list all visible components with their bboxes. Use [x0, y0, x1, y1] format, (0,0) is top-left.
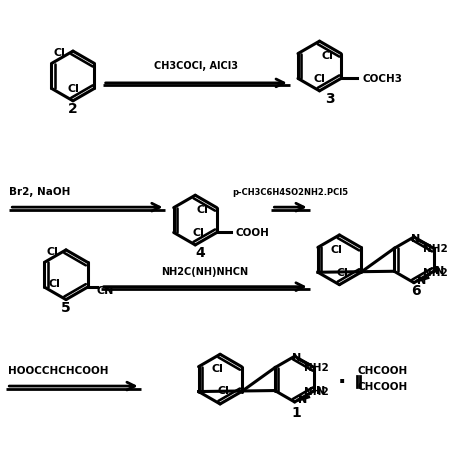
Text: CHCOOH: CHCOOH — [357, 382, 407, 392]
Text: CH3COCl, AlCl3: CH3COCl, AlCl3 — [154, 61, 238, 71]
Text: COOH: COOH — [236, 228, 270, 238]
Text: NH2C(NH)NHCN: NH2C(NH)NHCN — [162, 267, 249, 277]
Text: Cl: Cl — [197, 205, 209, 215]
Text: 3: 3 — [324, 92, 334, 106]
Text: ·: · — [338, 372, 347, 392]
Text: HOOCCHCHCOOH: HOOCCHCHCOOH — [9, 366, 109, 376]
Text: N: N — [435, 266, 444, 276]
Text: Cl: Cl — [49, 279, 61, 289]
Text: Cl: Cl — [211, 364, 223, 374]
Text: CN: CN — [97, 286, 114, 296]
Text: Cl: Cl — [336, 268, 348, 278]
Text: 1: 1 — [292, 406, 301, 420]
Text: 4: 4 — [195, 246, 205, 260]
Text: N: N — [417, 275, 427, 286]
Text: NH2: NH2 — [304, 363, 329, 373]
Text: Cl: Cl — [314, 74, 325, 84]
Text: Cl: Cl — [67, 84, 79, 94]
Text: p-CH3C6H4SO2NH2.PCl5: p-CH3C6H4SO2NH2.PCl5 — [232, 188, 349, 197]
Text: CHCOOH: CHCOOH — [357, 366, 407, 376]
Text: NH2: NH2 — [304, 387, 329, 397]
Text: N: N — [316, 386, 325, 395]
Text: NH2: NH2 — [423, 268, 448, 278]
Text: Br2, NaOH: Br2, NaOH — [9, 187, 71, 197]
Text: 6: 6 — [411, 284, 421, 298]
Text: N: N — [412, 234, 420, 244]
Text: COCH3: COCH3 — [363, 75, 403, 84]
Text: Cl: Cl — [53, 48, 65, 58]
Text: Cl: Cl — [321, 50, 333, 61]
Text: N: N — [292, 353, 301, 363]
Text: N: N — [298, 395, 307, 405]
Text: Cl: Cl — [193, 228, 204, 238]
Text: 5: 5 — [61, 300, 71, 314]
Text: Cl: Cl — [331, 245, 342, 255]
Text: Cl: Cl — [46, 247, 58, 257]
Text: 2: 2 — [68, 102, 78, 116]
Text: Cl: Cl — [217, 386, 229, 396]
Text: NH2: NH2 — [423, 244, 448, 254]
